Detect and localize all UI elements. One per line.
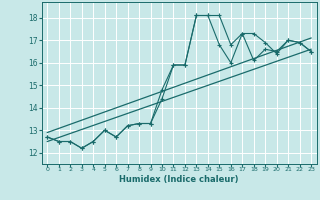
X-axis label: Humidex (Indice chaleur): Humidex (Indice chaleur) [119,175,239,184]
